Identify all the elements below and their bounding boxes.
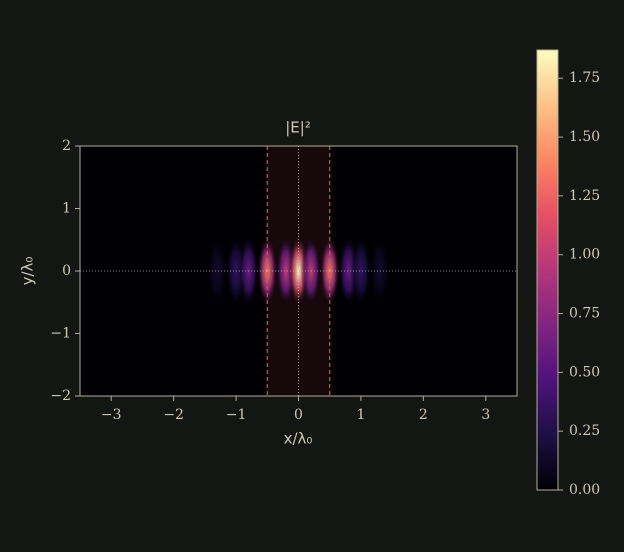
colorbar-tick-label: 1.50: [569, 129, 600, 145]
colorbar-tick-label: 0.00: [569, 482, 600, 498]
colorbar: [536, 49, 559, 491]
colorbar-tick-label: 0.75: [569, 306, 600, 322]
x-tick-label: 1: [356, 407, 365, 423]
x-tick-label: 2: [419, 407, 428, 423]
x-tick-label: −1: [226, 407, 247, 423]
chart-title: |E|²: [285, 119, 311, 137]
intensity-spot: [369, 235, 390, 307]
y-tick-label: −2: [50, 388, 71, 404]
intensity-spot: [300, 235, 321, 307]
intensity-spot: [257, 235, 278, 307]
colorbar-tick-label: 1.00: [569, 247, 600, 263]
colorbar-tick-label: 1.25: [569, 188, 600, 204]
y-tick-label: 0: [62, 263, 71, 279]
y-tick-label: −1: [50, 326, 71, 342]
x-tick-label: 3: [481, 407, 490, 423]
x-tick-label: −2: [163, 407, 184, 423]
intensity-spot: [350, 235, 371, 307]
x-tick-label: 0: [294, 407, 303, 423]
x-axis-label: x/λ₀: [284, 430, 313, 448]
y-tick-label: 1: [62, 201, 71, 217]
colorbar-tick-label: 0.25: [569, 423, 600, 439]
colorbar-tick-label: 0.50: [569, 364, 600, 380]
colorbar-tick-label: 1.75: [569, 70, 600, 86]
x-tick-label: −3: [101, 407, 122, 423]
y-axis-label: y/λ₀: [19, 257, 37, 286]
intensity-spot: [207, 235, 228, 307]
y-tick-label: 2: [62, 138, 71, 154]
